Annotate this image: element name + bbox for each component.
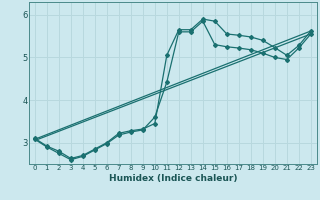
X-axis label: Humidex (Indice chaleur): Humidex (Indice chaleur) [108,174,237,183]
